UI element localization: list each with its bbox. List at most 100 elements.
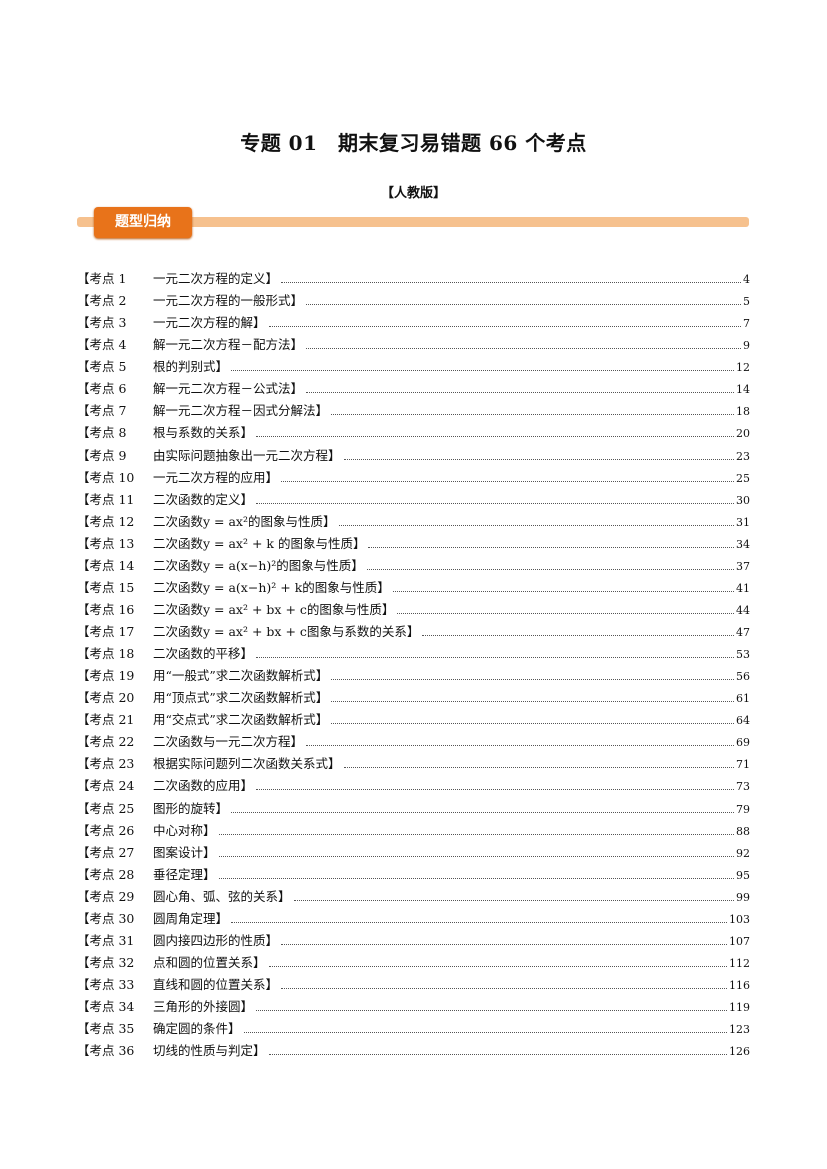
- toc-entry[interactable]: 【考点 28 垂径定理】 95: [77, 864, 750, 886]
- toc-entry[interactable]: 【考点 6 解一元二次方程－公式法】 14: [77, 378, 750, 400]
- toc-number: 【考点 10: [77, 469, 135, 485]
- toc-leader: [397, 612, 734, 614]
- toc-page: 69: [736, 736, 750, 750]
- toc-page: 4: [743, 273, 750, 286]
- toc-page: 61: [736, 692, 750, 706]
- toc-entry[interactable]: 【考点 17 二次函数y = ax² + bx + c图象与系数的关系】 47: [77, 621, 750, 643]
- toc-entry[interactable]: 【考点 16 二次函数y = ax² + bx + c的图象与性质】 44: [77, 599, 750, 621]
- toc-title: 垂径定理】: [153, 866, 216, 882]
- toc-page: 119: [729, 1001, 750, 1015]
- toc-entry[interactable]: 【考点 2 一元二次方程的一般形式】 5: [77, 290, 750, 312]
- toc-title: 一元二次方程的解】: [153, 315, 266, 331]
- toc-entry[interactable]: 【考点 24 二次函数的应用】 73: [77, 775, 750, 797]
- toc-page: 44: [736, 603, 750, 617]
- toc-number: 【考点 7: [77, 403, 127, 419]
- toc-entry[interactable]: 【考点 1 一元二次方程的定义】 4: [77, 268, 750, 290]
- toc-page: 20: [736, 427, 750, 441]
- toc-number: 【考点 29: [77, 888, 135, 904]
- toc-entry[interactable]: 【考点 23 根据实际问题列二次函数关系式】 71: [77, 753, 750, 775]
- toc-number: 【考点 31: [77, 932, 135, 948]
- toc-entry[interactable]: 【考点 35 确定圆的条件】 123: [77, 1018, 750, 1040]
- toc-page: 123: [729, 1023, 750, 1037]
- toc-entry[interactable]: 【考点 20 用“顶点式”求二次函数解析式】 61: [77, 687, 750, 709]
- toc-number: 【考点 4: [77, 337, 127, 353]
- toc-entry[interactable]: 【考点 34 三角形的外接圆】 119: [77, 996, 750, 1018]
- toc-title: 圆周角定理】: [153, 910, 229, 926]
- toc-number: 【考点 11: [77, 491, 135, 507]
- toc-entry[interactable]: 【考点 18 二次函数的平移】 53: [77, 643, 750, 665]
- toc-title: 中心对称】: [153, 822, 216, 838]
- toc-page: 31: [736, 515, 750, 529]
- toc-entry[interactable]: 【考点 30 圆周角定理】 103: [77, 908, 750, 930]
- toc-leader: [231, 811, 734, 813]
- toc-leader: [343, 458, 734, 460]
- toc-number: 【考点 33: [77, 977, 135, 992]
- toc-leader: [256, 789, 734, 791]
- toc-number: 【考点 6: [77, 381, 127, 397]
- toc-leader: [256, 1010, 727, 1012]
- toc-leader: [331, 679, 734, 681]
- toc-title: 二次函数的应用】: [153, 778, 254, 794]
- toc-title: 一元二次方程的一般形式】: [153, 293, 304, 309]
- toc-page: 116: [729, 979, 750, 992]
- toc-number: 【考点 19: [77, 668, 135, 684]
- toc-page: 5: [743, 295, 750, 309]
- toc-entry[interactable]: 【考点 7 解一元二次方程－因式分解法】 18: [77, 400, 750, 422]
- toc-entry[interactable]: 【考点 31 圆内接四边形的性质】 107: [77, 930, 750, 952]
- toc-entry[interactable]: 【考点 19 用“一般式”求二次函数解析式】 56: [77, 665, 750, 687]
- toc-page: 53: [736, 648, 750, 662]
- toc-entry[interactable]: 【考点 25 图形的旋转】 79: [77, 798, 750, 820]
- toc-leader: [231, 370, 734, 372]
- toc-title: 三角形的外接圆】: [153, 999, 254, 1015]
- toc-number: 【考点 35: [77, 1021, 135, 1037]
- toc-leader: [368, 546, 734, 548]
- toc-page: 14: [736, 383, 750, 397]
- toc-entry[interactable]: 【考点 10 一元二次方程的应用】 25: [77, 467, 750, 489]
- toc-entry[interactable]: 【考点 13 二次函数y = ax² + k 的图象与性质】 34: [77, 533, 750, 555]
- toc-page: 41: [736, 581, 750, 595]
- toc-title: 一元二次方程的应用】: [153, 469, 279, 485]
- toc-leader: [306, 745, 734, 747]
- toc-entry[interactable]: 【考点 8 根与系数的关系】 20: [77, 422, 750, 444]
- toc-entry[interactable]: 【考点 33 直线和圆的位置关系】 116: [77, 974, 750, 996]
- toc-entry[interactable]: 【考点 9 由实际问题抽象出一元二次方程】 23: [77, 445, 750, 467]
- toc-entry[interactable]: 【考点 36 切线的性质与判定】 126: [77, 1040, 750, 1062]
- toc-page: 47: [736, 626, 750, 639]
- toc-title: 二次函数y = a(x−h)² + k的图象与性质】: [153, 579, 390, 595]
- toc-entry[interactable]: 【考点 3 一元二次方程的解】 7: [77, 312, 750, 334]
- toc-leader: [392, 590, 734, 592]
- toc-title: 解一元二次方程－因式分解法】: [153, 403, 329, 419]
- section-divider: [77, 217, 749, 227]
- toc-title: 确定圆的条件】: [153, 1021, 241, 1037]
- toc-page: 95: [736, 868, 750, 882]
- toc-entry[interactable]: 【考点 15 二次函数y = a(x−h)² + k的图象与性质】 41: [77, 577, 750, 599]
- toc-number: 【考点 8: [77, 425, 127, 441]
- toc-title: 用“顶点式”求二次函数解析式】: [153, 690, 329, 706]
- toc-title: 切线的性质与判定】: [153, 1043, 266, 1059]
- toc-entry[interactable]: 【考点 22 二次函数与一元二次方程】 69: [77, 731, 750, 753]
- toc-entry[interactable]: 【考点 4 解一元二次方程－配方法】 9: [77, 334, 750, 356]
- toc-page: 34: [736, 537, 750, 551]
- toc-entry[interactable]: 【考点 32 点和圆的位置关系】 112: [77, 952, 750, 974]
- toc-page: 7: [743, 317, 750, 331]
- toc-leader: [331, 701, 734, 703]
- toc-number: 【考点 28: [77, 866, 135, 882]
- toc-number: 【考点 30: [77, 910, 135, 926]
- toc-number: 【考点 20: [77, 690, 135, 706]
- toc-number: 【考点 18: [77, 646, 135, 662]
- toc-entry[interactable]: 【考点 27 图案设计】 92: [77, 842, 750, 864]
- page-title: 专题 01 期末复习易错题 66 个考点: [240, 131, 587, 155]
- toc-entry[interactable]: 【考点 12 二次函数y = ax²的图象与性质】 31: [77, 511, 750, 533]
- toc-entry[interactable]: 【考点 29 圆心角、弧、弦的关系】 99: [77, 886, 750, 908]
- toc-page: 79: [736, 802, 750, 816]
- toc-entry[interactable]: 【考点 11 二次函数的定义】 30: [77, 489, 750, 511]
- toc-entry[interactable]: 【考点 21 用“交点式”求二次函数解析式】 64: [77, 709, 750, 731]
- toc-entry[interactable]: 【考点 5 根的判别式】 12: [77, 356, 750, 378]
- toc-leader: [231, 921, 727, 923]
- toc-page: 71: [736, 758, 750, 772]
- toc-entry[interactable]: 【考点 14 二次函数y = a(x−h)²的图象与性质】 37: [77, 555, 750, 577]
- toc-number: 【考点 16: [77, 601, 135, 617]
- toc-entry[interactable]: 【考点 26 中心对称】 88: [77, 820, 750, 842]
- toc-leader: [338, 524, 734, 526]
- toc-title: 二次函数y = ax² + bx + c图象与系数的关系】: [153, 624, 420, 639]
